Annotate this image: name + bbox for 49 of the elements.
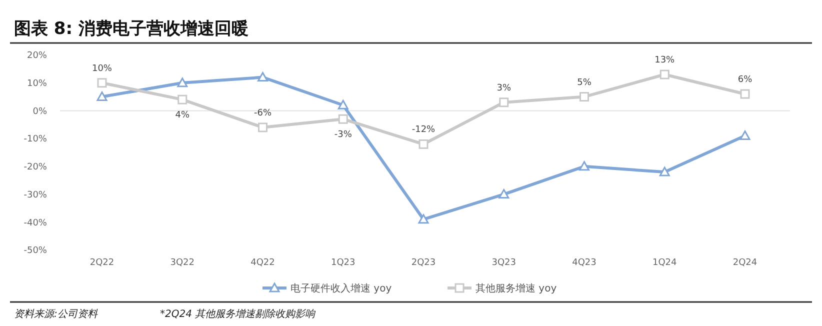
data-label: -12% [412,125,436,136]
y-tick-label: -10% [24,134,48,145]
text: *2Q24 其他服务增速剔除收购影响 [160,308,316,320]
x-tick-label: 4Q23 [572,258,596,268]
y-tick-label: 10% [26,79,48,90]
point [418,139,428,149]
point [177,78,188,88]
y-tick-label: 0% [32,106,48,117]
y-tick-label: 20% [26,51,48,62]
point [660,70,670,80]
point [338,114,348,124]
data-label: 5% [577,78,592,88]
x-tick-label: 1Q23 [330,258,356,268]
point [498,189,510,199]
chart-title: 图表 8: 消费电子营收增速回暖 [14,19,248,39]
y-tick-label: -40% [24,218,48,228]
data-label: 13% [654,56,676,66]
point [258,72,268,82]
point [740,130,750,140]
point [96,92,108,102]
point [659,166,670,176]
y-tick-label: -30% [24,190,48,200]
point [499,98,509,108]
x-tick-label: 2Q23 [411,258,436,268]
text: 资料来源:公司资料 [14,308,98,320]
x-tick-label: 3Q22 [170,258,195,268]
y-tick-label: -50% [24,246,48,256]
point [258,122,268,132]
point [579,161,590,171]
x-tick-label: 4Q22 [250,258,275,268]
data-label: 4% [175,110,190,121]
data-label: 6% [738,75,753,85]
x-tick-label: 1Q24 [652,258,678,268]
data-label: 3% [496,83,512,94]
data-label: -6% [254,108,272,118]
point [97,78,107,88]
x-tick-label: 2Q24 [732,258,758,268]
y-tick-label: -20% [24,162,48,173]
point [580,92,589,102]
point [338,100,348,110]
point [740,89,750,99]
data-label: -3% [334,130,352,140]
x-tick-label: 3Q23 [492,258,516,268]
x-tick-label: 2Q22 [90,258,114,268]
point [178,94,188,104]
legend-label: 其他服务增速 yoy [476,282,557,294]
point [418,214,429,224]
data-label: 10% [92,64,112,74]
legend-label: 电子硬件收入增速 yoy [290,282,392,294]
